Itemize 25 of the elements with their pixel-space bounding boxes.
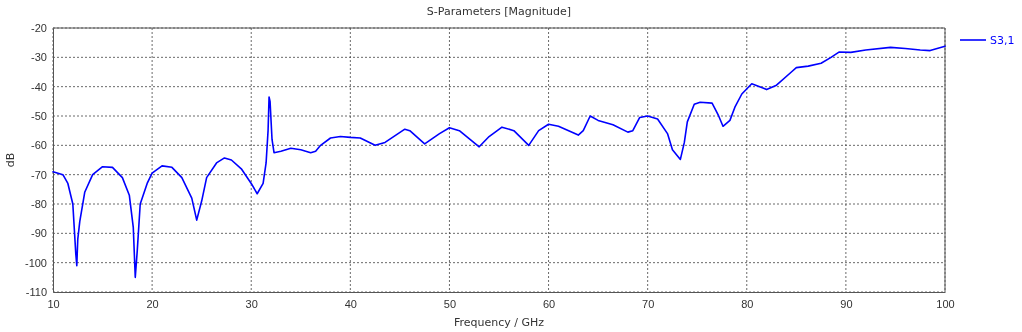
y-tick-label: -30 [31, 51, 47, 64]
y-tick-label: -50 [31, 110, 47, 123]
y-tick-label: -100 [24, 256, 47, 269]
legend-label: S3,1 [990, 34, 1015, 47]
x-tick-label: 80 [741, 297, 754, 310]
x-tick-label: 50 [443, 297, 457, 310]
x-tick-label: 10 [47, 297, 60, 310]
x-tick-label: 100 [936, 297, 955, 310]
chart-title: S-Parameters [Magnitude] [426, 5, 572, 18]
x-tick-label: 30 [245, 297, 258, 310]
x-tick-label: 40 [344, 297, 357, 310]
y-tick-label: -20 [31, 22, 47, 35]
x-tick-label: 20 [146, 297, 159, 310]
x-tick-label: 70 [642, 297, 655, 310]
y-tick-label: -40 [31, 80, 47, 93]
y-tick-label: -70 [31, 168, 47, 181]
y-tick-label: -90 [31, 227, 47, 240]
x-axis-title: Frequency / GHz [453, 316, 545, 329]
y-axis-title: dB [4, 152, 17, 168]
line-series [52, 45, 946, 279]
x-tick-label: 90 [840, 297, 853, 310]
x-tick-label: 60 [542, 297, 556, 310]
y-tick-label: -110 [25, 286, 47, 299]
y-tick-label: -80 [31, 198, 47, 211]
y-tick-label: -60 [31, 139, 47, 152]
